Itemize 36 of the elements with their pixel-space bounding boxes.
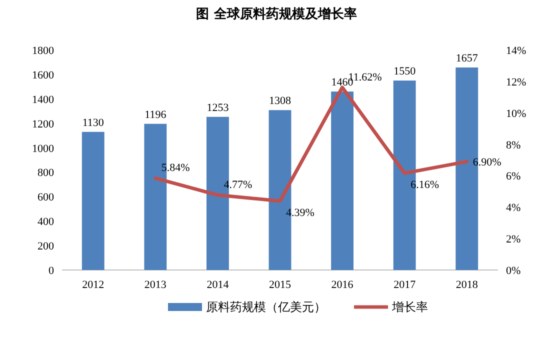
data-label: 1196 <box>144 108 167 121</box>
legend-label: 增长率 <box>391 300 428 314</box>
y2-tick-label: 6% <box>506 170 521 183</box>
x-tick-label: 2016 <box>331 279 354 291</box>
y2-tick-label: 4% <box>506 202 521 214</box>
x-tick-label: 2013 <box>144 279 167 291</box>
x-tick-label: 2017 <box>394 279 416 291</box>
y-tick-label: 1600 <box>32 69 54 82</box>
data-label: 1130 <box>82 116 104 129</box>
chart-title: 图 全球原料药规模及增长率 <box>196 6 357 22</box>
x-tick-label: 2012 <box>82 279 104 291</box>
data-label: 1253 <box>206 102 230 114</box>
y2-tick-label: 2% <box>506 234 521 246</box>
y-tick-label: 1000 <box>32 142 54 155</box>
y2-tick-label: 10% <box>506 108 526 120</box>
y2-tick-label: 0% <box>506 265 521 277</box>
data-label: 1308 <box>269 95 292 108</box>
y-tick-label: 0 <box>48 265 54 277</box>
y-tick-label: 400 <box>38 216 54 228</box>
data-label: 1657 <box>456 52 478 64</box>
y-tick-label: 200 <box>38 240 54 253</box>
x-tick-label: 2018 <box>456 279 478 291</box>
y-tick-label: 600 <box>38 192 54 204</box>
bar <box>82 132 104 270</box>
y-tick-label: 1400 <box>32 94 54 106</box>
y-tick-label: 1800 <box>32 45 54 57</box>
bar <box>331 92 354 270</box>
x-tick-label: 2015 <box>269 279 292 291</box>
y-tick-label: 1200 <box>32 118 54 130</box>
y2-tick-label: 12% <box>506 76 526 88</box>
y2-tick-label: 8% <box>506 139 521 152</box>
data-label: 1550 <box>394 66 416 78</box>
x-tick-label: 2014 <box>206 279 230 291</box>
legend-label: 原料药规模（亿美元） <box>206 300 326 314</box>
y2-tick-label: 14% <box>506 45 526 57</box>
y-tick-label: 800 <box>38 167 54 180</box>
